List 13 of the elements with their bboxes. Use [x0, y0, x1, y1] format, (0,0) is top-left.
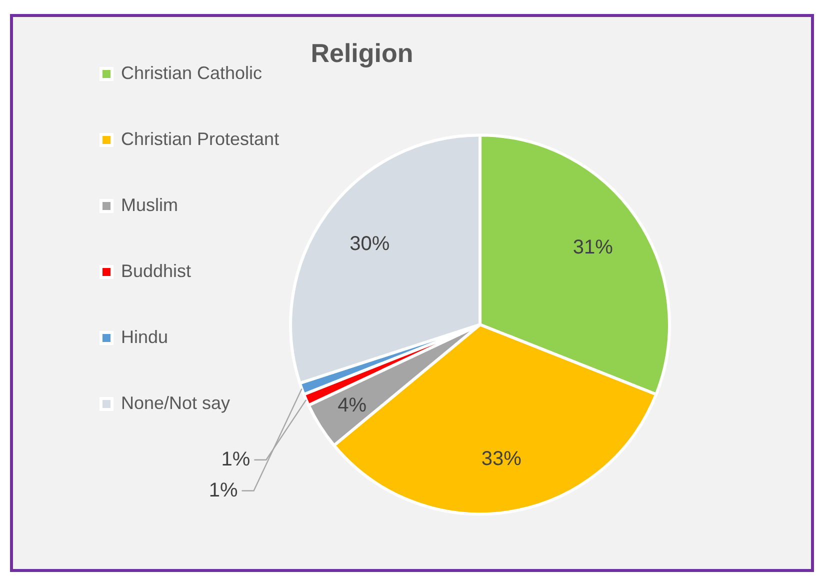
legend-label: Christian Protestant [121, 128, 280, 149]
legend-label: Muslim [121, 194, 178, 215]
data-label: 30% [350, 232, 390, 255]
chart-title: Religion [310, 38, 414, 68]
legend-label: Christian Catholic [121, 62, 262, 83]
legend-label: None/Not say [121, 392, 230, 413]
legend-label: Hindu [121, 326, 168, 347]
data-label: 1% [208, 479, 238, 502]
data-label: 1% [221, 448, 250, 470]
data-label: 33% [481, 448, 522, 470]
data-label: 4% [338, 394, 367, 416]
legend-label: Buddhist [121, 260, 192, 281]
data-label: 31% [572, 236, 614, 258]
